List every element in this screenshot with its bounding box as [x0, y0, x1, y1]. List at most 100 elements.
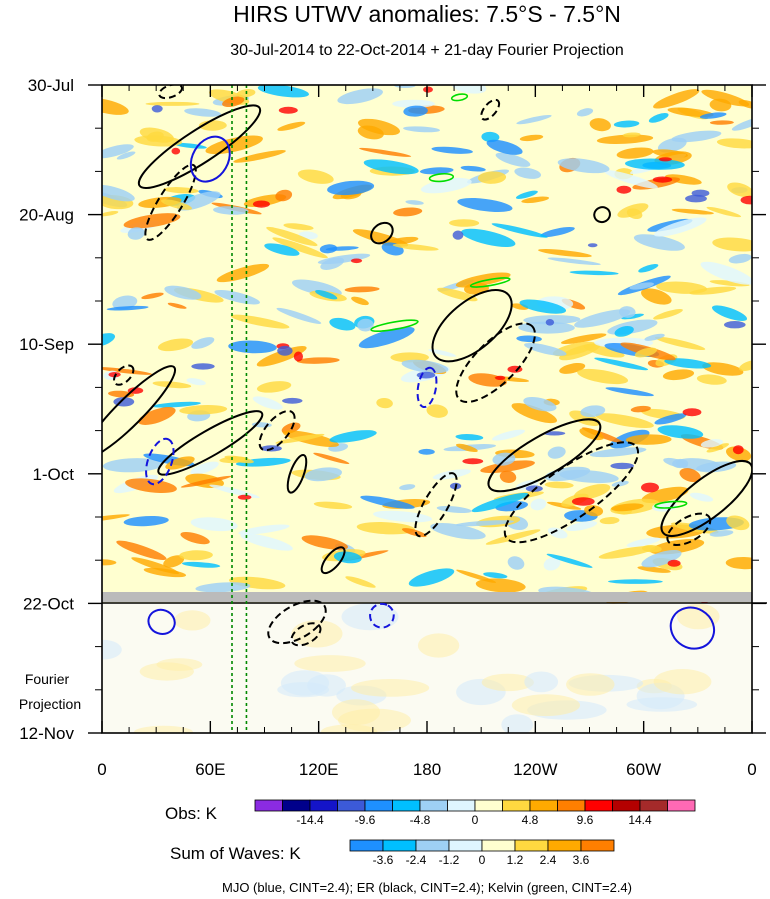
anomaly-patch: [629, 282, 655, 290]
anomaly-patch: [345, 576, 376, 588]
anomaly-patch: [205, 135, 263, 155]
kelvin-contour: [450, 93, 469, 102]
anomaly-patch: [376, 397, 393, 409]
anomaly-patch: [359, 147, 412, 157]
x-tick-label: 180: [413, 760, 441, 779]
er-contour: [144, 163, 197, 241]
anomaly-patch: [167, 302, 187, 309]
kelvin-contour: [654, 500, 688, 509]
colorbar-swatch: [557, 799, 586, 812]
anomaly-patch: [419, 167, 454, 175]
waves-colorbar-label: Sum of Waves: K: [170, 844, 301, 863]
anomaly-patch: [272, 237, 328, 259]
anomaly-patch: [139, 127, 174, 143]
anomaly-patch: [727, 182, 752, 198]
anomaly-patch: [461, 228, 516, 248]
x-tick-label: 120W: [513, 760, 557, 779]
anomaly-patch: [315, 289, 338, 300]
anomaly-patch: [456, 443, 478, 453]
anomaly-patch: [530, 498, 547, 511]
anomaly-patch: [138, 407, 176, 425]
anomaly-patch: [420, 177, 472, 194]
colorbar-swatch: [580, 839, 615, 852]
anomaly-patch: [547, 257, 601, 266]
anomaly-core: [724, 321, 746, 329]
waves-colorbar: Sum of Waves: K -3.6 -2.4 -1.2 0 1.2 2.4 3.6: [170, 839, 615, 867]
colorbar-swatch: [309, 799, 338, 812]
anomaly-core: [652, 176, 673, 183]
anomaly-patch: [116, 151, 136, 160]
anomaly-patch: [524, 342, 567, 356]
anomaly-core: [610, 462, 634, 470]
y-tick-label: 22-Oct: [23, 594, 74, 613]
anomaly-patch: [611, 503, 644, 512]
anomaly-patch: [599, 517, 620, 525]
anomaly-patch: [275, 189, 293, 202]
anomaly-patch: [213, 206, 249, 215]
anomaly-patch: [313, 501, 353, 510]
anomaly-patch: [630, 405, 651, 413]
anomaly-patch: [547, 527, 568, 539]
er-contour: [480, 98, 501, 121]
anomaly-core: [495, 375, 506, 380]
anomaly-patch: [625, 434, 672, 445]
colorbar-swatch: [447, 799, 476, 812]
x-tick-label: 60W: [626, 760, 661, 779]
anomaly-patch: [608, 579, 663, 584]
anomaly-core: [682, 408, 702, 417]
anomaly-patch: [392, 243, 439, 251]
anomaly-patch: [611, 480, 629, 487]
colorbar-tick-label: 1.2: [507, 853, 524, 867]
y-tick-label: 12-Nov: [19, 724, 74, 743]
anomaly-patch: [507, 556, 525, 570]
projection-separator-band: [102, 592, 752, 602]
anomaly-patch: [238, 524, 290, 535]
colorbar-swatch: [502, 799, 531, 812]
anomaly-patch: [634, 347, 658, 358]
anomaly-core: [658, 157, 672, 162]
anomaly-patch: [405, 200, 424, 205]
anomaly-core: [616, 185, 632, 194]
anomaly-patch: [709, 98, 732, 112]
chart-title: HIRS UTWV anomalies: 7.5°S - 7.5°N: [233, 1, 621, 27]
y-tick-label: 30-Jul: [28, 76, 74, 95]
anomaly-patch: [595, 413, 654, 429]
mjo-contour: [147, 608, 176, 635]
anomaly-patch: [481, 131, 500, 143]
er-contour: [414, 472, 458, 538]
anomaly-patch: [716, 138, 752, 149]
mjo-contour: [189, 135, 231, 183]
colorbar-tick-label: -1.2: [439, 853, 460, 867]
colorbar-tick-label: 0: [479, 853, 486, 867]
anomaly-patch: [160, 199, 193, 210]
anomaly-patch: [654, 217, 707, 237]
anomaly-patch: [485, 529, 541, 545]
anomaly-patch: [373, 510, 433, 523]
kelvin-contour: [370, 319, 419, 333]
anomaly-patch: [699, 112, 727, 119]
anomaly-core: [277, 345, 293, 356]
anomaly-patch: [546, 553, 593, 568]
anomaly-patch: [709, 530, 734, 537]
anomaly-patch: [256, 346, 307, 367]
mjo-contour: [369, 602, 395, 629]
anomaly-patch: [547, 446, 566, 459]
anomaly-core: [350, 258, 363, 264]
anomaly-patch: [116, 540, 167, 561]
anomaly-core: [171, 147, 181, 155]
anomaly-patch: [641, 550, 682, 568]
colorbar-swatch: [254, 799, 283, 812]
anomaly-patch: [228, 340, 277, 354]
anomaly-patch: [613, 120, 640, 128]
anomaly-patch: [580, 405, 606, 418]
anomaly-patch: [726, 515, 750, 531]
anomaly-patch: [495, 152, 531, 167]
colorbar-swatch: [474, 799, 503, 812]
anomaly-patch: [626, 208, 643, 220]
anomaly-patch: [614, 326, 634, 337]
anomaly-patch: [648, 113, 669, 123]
colorbar-swatch: [419, 799, 448, 812]
anomaly-patch: [654, 336, 706, 351]
anomaly-patch: [667, 107, 714, 118]
anomaly-patch: [712, 237, 752, 252]
